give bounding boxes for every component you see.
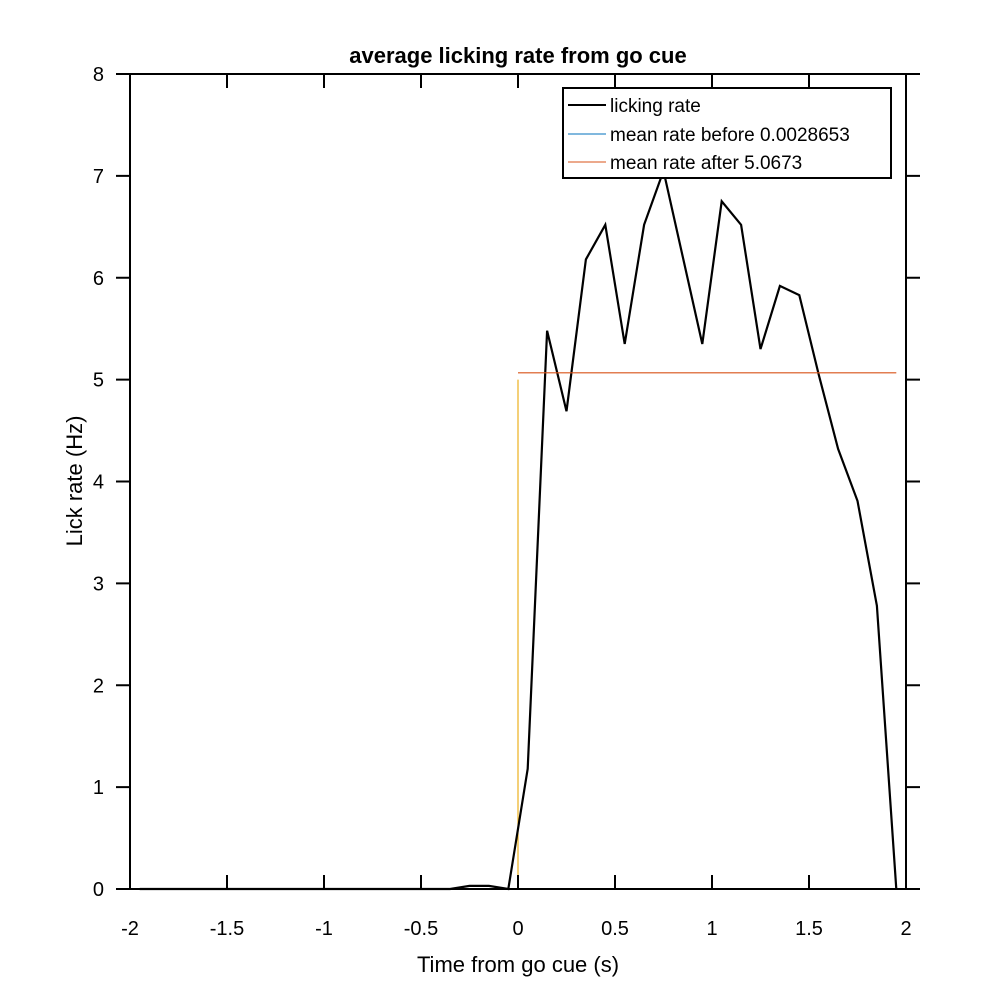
x-axis-label: Time from go cue (s) bbox=[417, 952, 619, 977]
y-tick-label: 6 bbox=[93, 268, 104, 290]
x-tick-label: 1.5 bbox=[795, 918, 823, 940]
y-tick-label: 5 bbox=[93, 370, 104, 392]
x-tick-label: -1.5 bbox=[210, 918, 244, 940]
y-tick-label: 7 bbox=[93, 166, 104, 188]
y-tick-label: 4 bbox=[93, 472, 104, 494]
x-tick-label: 1 bbox=[706, 918, 717, 940]
x-tick-label: 0 bbox=[512, 918, 523, 940]
legend-label-licking-rate: licking rate bbox=[610, 96, 701, 117]
chart-title: average licking rate from go cue bbox=[349, 43, 686, 68]
x-tick-label: 0.5 bbox=[601, 918, 629, 940]
y-tick-label: 2 bbox=[93, 675, 104, 697]
y-tick-label: 1 bbox=[93, 777, 104, 799]
legend-label-mean-after: mean rate after 5.0673 bbox=[610, 153, 802, 174]
x-tick-label: -1 bbox=[315, 918, 333, 940]
ticks: 0 1 2 3 4 5 6 7 8 -2 -1.5 -1 -0.5 0 0.5 1 1.5 2 bbox=[93, 64, 920, 940]
y-tick-label: 3 bbox=[93, 573, 104, 595]
legend-label-mean-before: mean rate before 0.0028653 bbox=[610, 125, 850, 146]
x-tick-label: 2 bbox=[900, 918, 911, 940]
y-tick-label: 0 bbox=[93, 879, 104, 901]
legend: licking rate mean rate before 0.0028653 … bbox=[562, 87, 892, 179]
y-axis-label: Lick rate (Hz) bbox=[62, 416, 87, 547]
x-tick-label: -0.5 bbox=[404, 918, 438, 940]
x-tick-label: -2 bbox=[121, 918, 139, 940]
y-tick-label: 8 bbox=[93, 64, 104, 86]
legend-box bbox=[562, 87, 892, 179]
